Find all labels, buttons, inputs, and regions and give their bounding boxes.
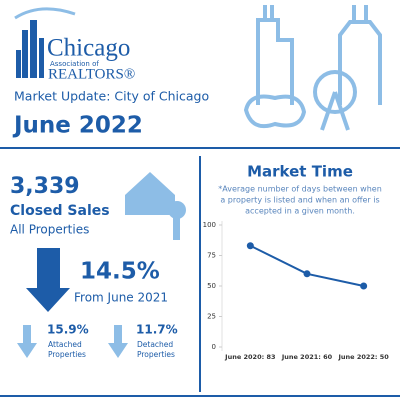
attached-label: Attached xyxy=(48,340,82,349)
x-tick-label: June 2020: 83 xyxy=(224,353,275,361)
x-tick-label: June 2022: 50 xyxy=(337,353,389,361)
change-value: 14.5% xyxy=(80,259,160,285)
detached-label: Detached xyxy=(137,340,173,349)
chart-title: Market Time xyxy=(247,163,353,181)
house-key-icon xyxy=(125,172,186,240)
logo-org: REALTORS® xyxy=(48,66,135,82)
logo-sub: Association of xyxy=(50,60,99,68)
detached-change: 11.7% xyxy=(136,323,178,337)
line-chart: 0 25 50 75 100 June 2020: 83 June 2021: 60 June… xyxy=(203,221,389,361)
point xyxy=(303,270,311,278)
chart-subtitle: accepted in a given month. xyxy=(245,207,355,216)
logo-icon xyxy=(14,7,76,78)
title: June 2022 xyxy=(12,113,143,139)
attached-label: Properties xyxy=(48,350,86,359)
subtitle: Market Update: City of Chicago xyxy=(14,89,209,104)
chart-subtitle: a property is listed and when an offer i… xyxy=(220,196,379,205)
point xyxy=(246,242,254,250)
down-arrow xyxy=(17,325,37,358)
chart-subtitle: *Average number of days between when xyxy=(218,185,382,194)
x-tick-label: June 2021: 60 xyxy=(281,353,333,361)
y-tick-label: 50 xyxy=(207,282,216,290)
point xyxy=(360,282,368,290)
sales-scope: All Properties xyxy=(10,223,89,237)
down-arrow xyxy=(26,248,70,312)
y-tick-label: 100 xyxy=(203,221,216,229)
y-tick-label: 25 xyxy=(207,313,216,321)
line xyxy=(249,244,364,287)
skyline-icon xyxy=(243,5,382,131)
change-note: From June 2021 xyxy=(74,291,168,305)
sales-label: Closed Sales xyxy=(10,203,110,219)
down-arrow xyxy=(108,325,128,358)
sales-value: 3,339 xyxy=(10,174,80,199)
logo-name: Chicago xyxy=(47,35,130,62)
y-tick-label: 0 xyxy=(212,343,216,351)
detached-label: Properties xyxy=(137,350,175,359)
y-tick-label: 75 xyxy=(207,252,216,260)
attached-change: 15.9% xyxy=(47,323,89,337)
